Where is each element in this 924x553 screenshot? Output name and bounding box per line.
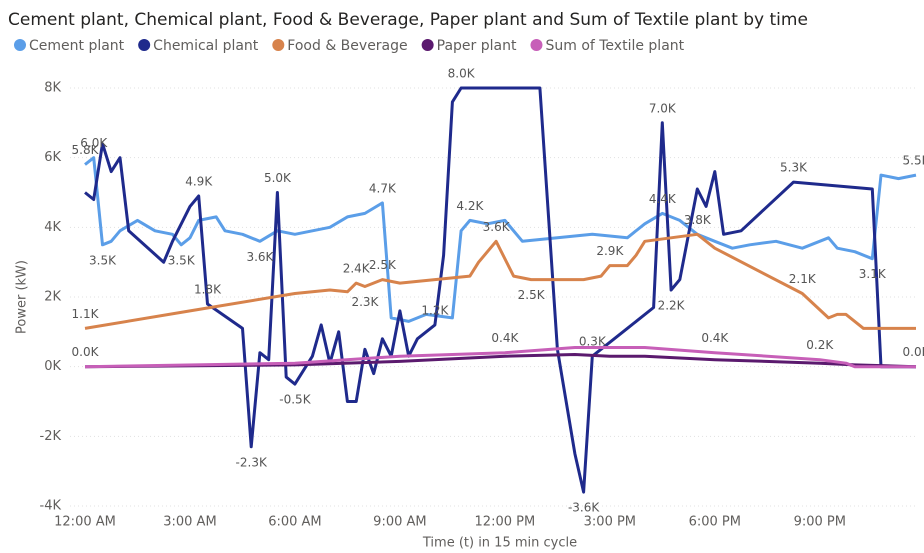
data-label: 4.7K — [369, 181, 397, 195]
data-label: -0.5K — [279, 393, 311, 407]
data-label: -3.6K — [568, 501, 600, 515]
series-line — [84, 353, 917, 369]
x-axis-label: Time (t) in 15 min cycle — [422, 536, 577, 551]
data-label: 5.3K — [780, 161, 808, 175]
data-label: 3.5K — [89, 253, 117, 267]
data-label: 1.8K — [194, 282, 222, 296]
data-label: 4.4K — [649, 192, 677, 206]
data-label: 0.0K — [903, 345, 924, 359]
data-label: 2.4K — [343, 262, 371, 276]
y-tick-label: 6K — [44, 150, 61, 165]
data-label: 5.8K — [72, 143, 100, 157]
series-line — [84, 232, 916, 330]
x-tick-label: 6:00 AM — [268, 515, 321, 530]
data-label: 0.4K — [491, 331, 519, 345]
y-tick-label: 4K — [44, 220, 61, 235]
data-label: 7.0K — [649, 101, 677, 115]
legend-marker — [421, 39, 434, 51]
data-label: 2.1K — [789, 272, 817, 286]
legend-marker — [272, 39, 285, 51]
data-label: 2.5K — [369, 258, 397, 272]
legend-label: Paper plant — [437, 38, 517, 54]
data-label: 6.0K — [80, 136, 108, 150]
data-label: 0.0K — [72, 345, 100, 359]
legend-label: Chemical plant — [153, 38, 259, 54]
x-tick-label: 6:00 PM — [689, 515, 741, 530]
data-label: 2.2K — [658, 299, 686, 313]
series-line — [84, 346, 916, 369]
data-label: 2.5K — [518, 288, 546, 302]
data-label: 3.6K — [246, 250, 274, 264]
legend-marker — [14, 39, 26, 51]
x-tick-label: 9:00 AM — [373, 515, 426, 530]
data-label: 0.2K — [806, 338, 834, 352]
data-label: 2.9K — [596, 244, 624, 258]
series-line — [84, 86, 916, 494]
legend-label: Cement plant — [29, 38, 125, 54]
y-tick-label: 8K — [44, 81, 61, 96]
legend-marker — [530, 39, 543, 51]
data-label: 0.4K — [701, 331, 729, 345]
y-tick-label: 2K — [44, 290, 61, 305]
data-label: 1.1K — [72, 307, 100, 321]
data-label: 5.5K — [903, 154, 924, 168]
x-tick-label: 12:00 AM — [54, 515, 116, 530]
x-tick-label: 3:00 AM — [163, 515, 216, 530]
y-tick-label: -4K — [40, 499, 62, 514]
legend-marker — [138, 39, 151, 51]
x-tick-label: 3:00 PM — [584, 515, 636, 530]
series-line — [84, 156, 917, 323]
data-label: 3.8K — [684, 213, 712, 227]
data-label: 3.1K — [859, 267, 887, 281]
x-tick-label: 12:00 PM — [475, 515, 536, 530]
data-label: 4.9K — [185, 174, 213, 188]
y-tick-label: 0K — [44, 359, 61, 374]
data-label: 1.2K — [421, 303, 449, 317]
x-tick-label: 9:00 PM — [794, 515, 846, 530]
legend-label: Sum of Textile plant — [545, 38, 684, 54]
data-label: 3.6K — [483, 220, 511, 234]
data-label: 2.3K — [351, 295, 379, 309]
data-label: 4.2K — [456, 199, 484, 213]
data-label: 0.3K — [579, 335, 607, 349]
data-label: 3.5K — [168, 253, 196, 267]
data-label: 8.0K — [448, 67, 476, 81]
chart-title: Cement plant, Chemical plant, Food & Bev… — [8, 10, 808, 30]
y-axis-label: Power (kW) — [15, 260, 30, 334]
data-label: -2.3K — [236, 455, 268, 469]
y-tick-label: -2K — [40, 429, 62, 444]
data-label: 5.0K — [264, 171, 292, 185]
legend-label: Food & Beverage — [287, 38, 407, 54]
